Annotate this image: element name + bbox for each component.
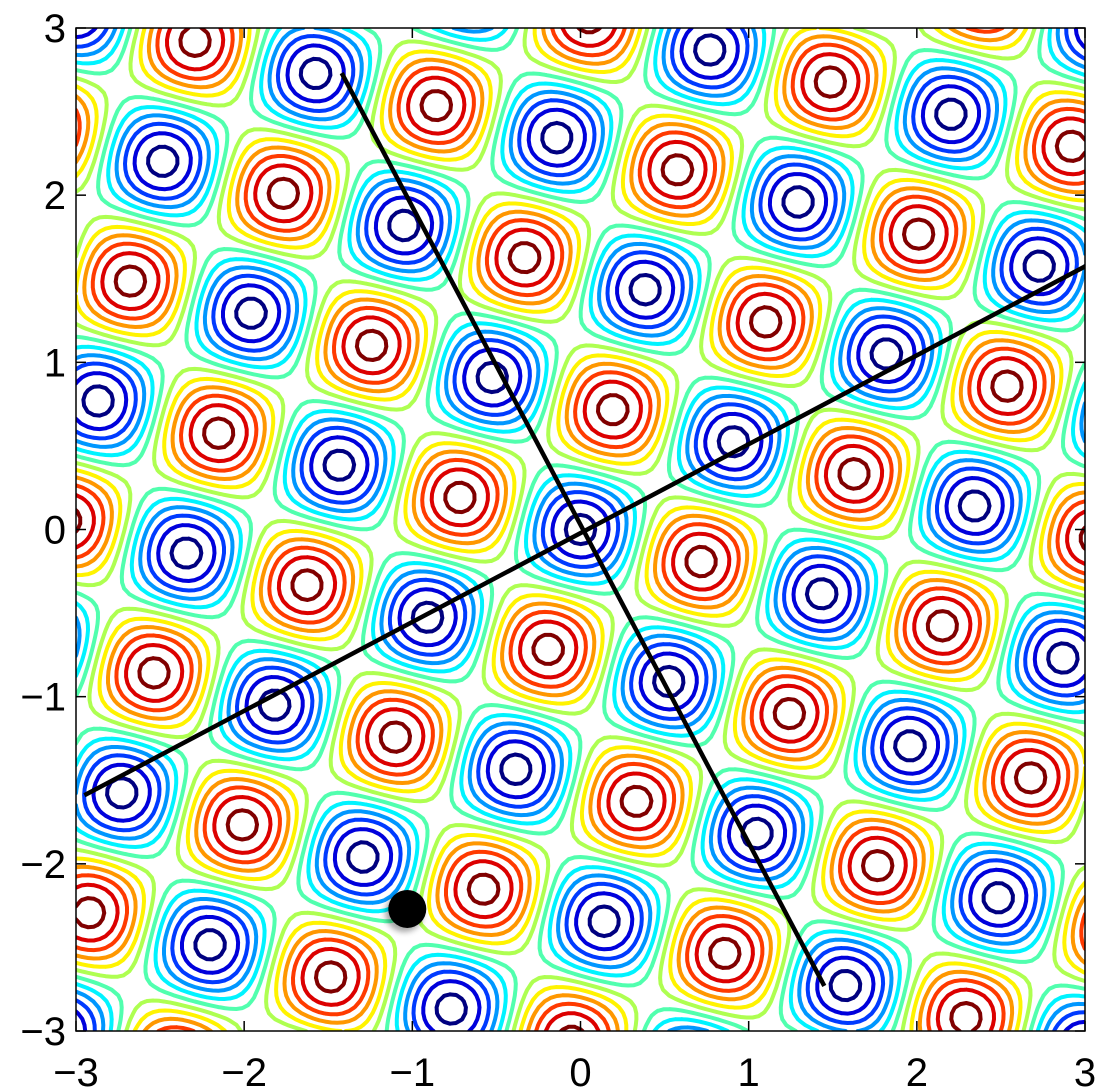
overlay-line-2 xyxy=(83,263,1085,798)
axis-ticks xyxy=(75,27,1086,1032)
x-tick-label: 3 xyxy=(1074,1051,1096,1092)
contour-level-2 xyxy=(76,28,1085,1031)
x-axis-tick-labels: −3 −2 −1 0 1 2 3 xyxy=(53,1051,1096,1092)
contour-level-3 xyxy=(76,28,1085,1031)
y-tick-label: 1 xyxy=(44,341,66,385)
x-tick-label: 2 xyxy=(906,1051,928,1092)
x-tick-label: 0 xyxy=(569,1051,591,1092)
contour-level-4 xyxy=(76,28,1085,1031)
point-marker-1 xyxy=(388,889,427,928)
y-axis-tick-labels: −3 −2 −1 0 1 2 3 xyxy=(20,7,66,1054)
contour-level-5 xyxy=(76,28,1085,1031)
y-tick-label: −1 xyxy=(20,676,66,720)
contour-level-6 xyxy=(76,28,1085,1031)
x-tick-label: 1 xyxy=(738,1051,760,1092)
contour-level-8 xyxy=(76,28,1085,1031)
y-tick-label: −3 xyxy=(20,1010,66,1054)
markers xyxy=(388,889,427,928)
y-tick-label: 0 xyxy=(44,509,66,553)
y-tick-label: 3 xyxy=(44,7,66,51)
x-tick-label: −1 xyxy=(390,1051,436,1092)
x-tick-label: −2 xyxy=(221,1051,267,1092)
contour-level-11 xyxy=(76,28,1085,1031)
x-tick-label: −3 xyxy=(53,1051,99,1092)
overlay-lines xyxy=(83,72,1085,987)
contour-level-7 xyxy=(76,28,1085,1031)
y-tick-label: 2 xyxy=(44,174,66,218)
y-tick-label: −2 xyxy=(20,843,66,887)
contour-lines xyxy=(76,28,1085,1031)
contour-level-9 xyxy=(76,28,1085,1031)
